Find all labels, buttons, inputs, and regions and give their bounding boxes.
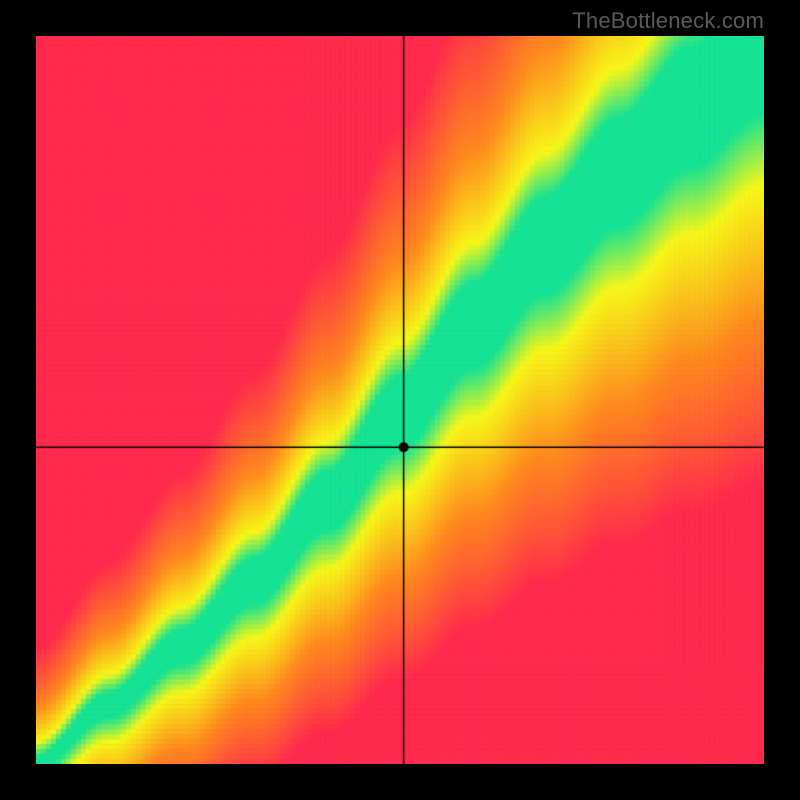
heatmap-canvas bbox=[36, 36, 764, 764]
heatmap-plot bbox=[36, 36, 764, 764]
watermark-text: TheBottleneck.com bbox=[572, 8, 764, 34]
